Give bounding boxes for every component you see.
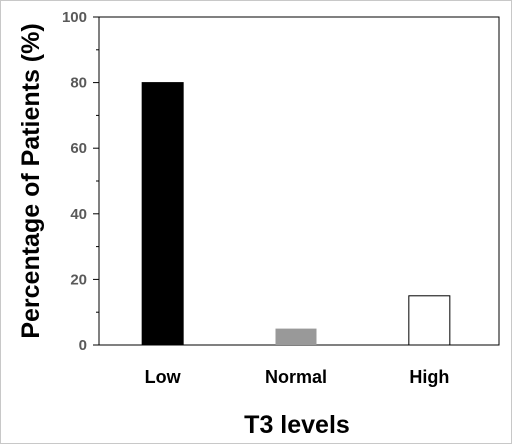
bar-high — [408, 295, 451, 346]
y-tick-label: 20 — [70, 271, 87, 288]
y-tick-label: 80 — [70, 75, 87, 92]
y-ticks-group: 0 20 40 60 80 100 — [62, 9, 99, 354]
x-category-label: Normal — [265, 367, 327, 387]
x-labels-group: Low Normal High — [145, 367, 450, 387]
y-tick-label: 60 — [70, 140, 87, 157]
x-category-label: High — [409, 367, 449, 387]
y-axis-title: Percentage of Patients (%) — [17, 23, 45, 338]
bar-low — [141, 82, 184, 346]
bars-group — [141, 82, 451, 346]
y-tick-label: 40 — [70, 206, 87, 223]
x-category-label: Low — [145, 367, 182, 387]
x-axis-title: T3 levels — [244, 411, 350, 439]
bar-normal — [275, 328, 317, 345]
y-tick-label: 0 — [79, 337, 87, 354]
y-tick-label: 100 — [62, 9, 87, 26]
